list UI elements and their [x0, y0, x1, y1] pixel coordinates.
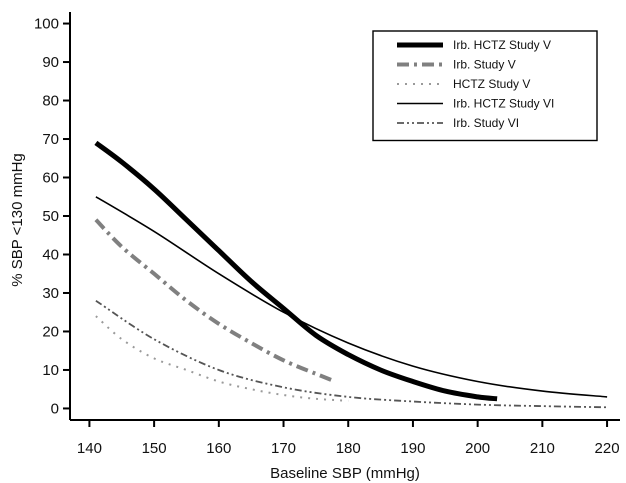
legend-label: Irb. HCTZ Study VI: [453, 97, 554, 111]
x-axis-title: Baseline SBP (mmHg): [270, 465, 420, 482]
x-tick-label: 160: [206, 440, 231, 457]
y-tick-label: 20: [42, 323, 59, 340]
y-tick-label: 0: [51, 400, 59, 417]
y-axis: 0 10 20 30 40 50 60 70 80 90 100: [34, 12, 71, 420]
series-line-1: [94, 140, 498, 402]
x-axis: 140 150 160 170 180 190 200 210 220: [70, 419, 620, 457]
legend-label: Irb. Study VI: [453, 116, 519, 130]
legend-label: Irb. Study V: [453, 58, 516, 72]
y-tick-label: 30: [42, 285, 59, 302]
y-tick-label: 40: [42, 246, 59, 263]
x-tick-label: 180: [336, 440, 361, 457]
x-tick-label: 140: [77, 440, 102, 457]
x-tick-label: 150: [142, 440, 167, 457]
y-axis-title: % SBP <130 mmHg: [9, 153, 26, 287]
x-tick-label: 200: [465, 440, 490, 457]
legend-label: HCTZ Study V: [453, 77, 530, 91]
y-tick-label: 50: [42, 208, 59, 225]
legend: Irb. HCTZ Study V Irb. Study V HCTZ Study …: [372, 30, 598, 142]
plot-area: [94, 140, 608, 409]
y-tick-label: 90: [42, 54, 59, 71]
x-tick-label: 210: [530, 440, 555, 457]
series-line-4: [95, 196, 608, 398]
y-tick-label: 70: [42, 131, 59, 148]
legend-label: Irb. HCTZ Study V: [453, 38, 551, 52]
y-tick-label: 80: [42, 93, 59, 110]
y-tick-label: 60: [42, 170, 59, 187]
x-tick-label: 190: [400, 440, 425, 457]
legend-box: [372, 30, 598, 142]
x-tick-label: 220: [595, 440, 620, 457]
x-tick-label: 170: [271, 440, 296, 457]
y-tick-label: 100: [34, 16, 59, 33]
y-tick-label: 10: [42, 362, 59, 379]
series-line-2: [94, 218, 337, 384]
series-line-5: [95, 299, 608, 409]
